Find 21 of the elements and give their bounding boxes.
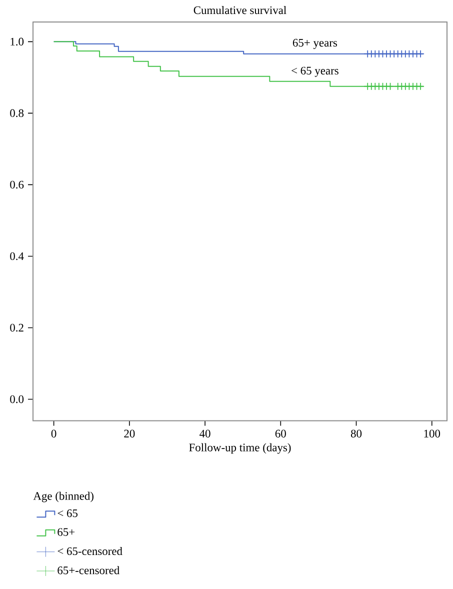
y-tick-label: 0.2 [10, 324, 24, 332]
legend-label: 65+ [58, 528, 75, 536]
x-tick-label: 0 [51, 430, 56, 438]
x-tick-label: 80 [350, 430, 362, 438]
x-tick-label: 20 [124, 430, 135, 438]
legend-label: 65+-censored [58, 566, 120, 574]
legend-label: < 65 [58, 509, 78, 518]
x-tick-label: 100 [424, 430, 440, 438]
x-tick-label: 60 [275, 430, 286, 438]
legend-title: Age (binned) [33, 492, 94, 502]
x-tick-label: 40 [200, 430, 210, 438]
legend-label: < 65-censored [58, 546, 122, 556]
x-axis-title: Follow-up time (days) [189, 443, 291, 454]
y-tick-label: 0.6 [10, 180, 24, 189]
y-tick-label: 0.0 [10, 395, 24, 404]
annotation: 65+ years [292, 38, 337, 49]
y-tick-label: 0.4 [10, 252, 24, 260]
chart-title: Cumulative survival [194, 6, 286, 14]
y-tick-label: 1.0 [10, 38, 24, 46]
y-tick-label: 0.8 [10, 109, 24, 118]
annotation: < 65 years [292, 66, 338, 77]
